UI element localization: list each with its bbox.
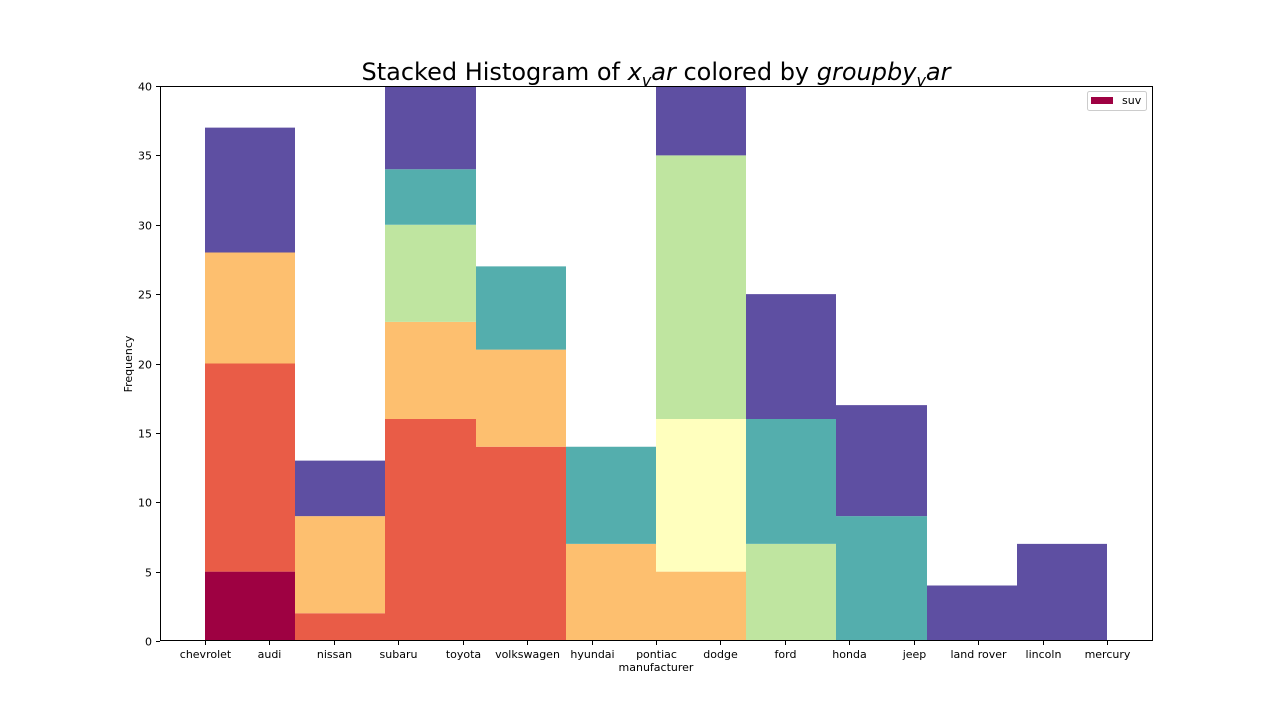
legend: suv: [1088, 92, 1147, 111]
bar-segment-bin3-series2: [476, 350, 566, 447]
x-axis-label: manufacturer: [619, 661, 694, 674]
x-tick-label: subaru: [380, 648, 418, 661]
legend-label-suv: suv: [1122, 94, 1142, 107]
title-x-rest: ar: [651, 58, 678, 86]
x-axis-ticks: chevrolet audi nissan subaru toyota volkswage…: [180, 641, 1131, 661]
bar-segment-bin0-series2: [205, 253, 295, 364]
bar-segment-bin5-series3: [656, 419, 746, 572]
y-tick-label: 25: [138, 289, 152, 302]
bar-segment-bin6-series4: [746, 544, 836, 641]
x-tick-label: audi: [258, 648, 282, 661]
bar-segment-bin2-series4: [385, 225, 476, 322]
x-tick-label: nissan: [317, 648, 352, 661]
x-tick-label: honda: [832, 648, 866, 661]
title-g-main: groupby: [817, 58, 917, 86]
bar-segment-bin2-series5: [385, 169, 476, 225]
y-axis-ticks: 0 5 10 15 20 25 30 35 40: [138, 81, 160, 649]
y-tick-label: 40: [138, 81, 152, 94]
bar-segment-bin7-series5: [836, 516, 927, 641]
title-g-rest: ar: [926, 58, 953, 86]
x-tick-label: pontiac: [636, 648, 677, 661]
x-tick-label: mercury: [1085, 648, 1131, 661]
x-tick-label: chevrolet: [180, 648, 232, 661]
bar-segment-bin6-series6: [746, 294, 836, 419]
bar-segment-bin4-series2: [566, 544, 656, 641]
x-tick-label: lincoln: [1026, 648, 1062, 661]
x-tick-label: ford: [775, 648, 797, 661]
bar-segment-bin8-series6: [927, 586, 1017, 642]
x-tick-label: dodge: [703, 648, 738, 661]
y-tick-label: 35: [138, 150, 152, 163]
y-tick-label: 30: [138, 220, 152, 233]
title-middle: colored by: [676, 58, 817, 86]
y-tick-label: 5: [145, 567, 152, 580]
x-tick-label: hyundai: [570, 648, 614, 661]
title-x-main: x: [627, 58, 643, 86]
bar-segment-bin5-series2: [656, 572, 746, 641]
chart-title: Stacked Histogram of xvar colored by gro…: [362, 58, 953, 90]
bar-segment-bin0-series0: [205, 572, 295, 641]
x-tick-label: land rover: [950, 648, 1007, 661]
bar-segment-bin0-series6: [205, 128, 295, 253]
bar-segment-bin1-series2: [295, 516, 385, 613]
bar-segment-bin1-series1: [295, 613, 385, 641]
y-tick-label: 15: [138, 428, 152, 441]
y-tick-label: 20: [138, 359, 152, 372]
legend-swatch-suv: [1091, 97, 1113, 104]
title-prefix: Stacked Histogram of: [362, 58, 628, 86]
bar-segment-bin9-series6: [1017, 544, 1107, 641]
x-tick-label: volkswagen: [495, 648, 560, 661]
bars-layer: [205, 86, 1107, 641]
bar-segment-bin3-series1: [476, 447, 566, 641]
bar-segment-bin0-series1: [205, 364, 295, 572]
y-tick-label: 0: [145, 636, 152, 649]
bar-segment-bin2-series2: [385, 322, 476, 419]
bar-segment-bin3-series5: [476, 266, 566, 349]
x-tick-label: jeep: [902, 648, 927, 661]
bar-segment-bin5-series4: [656, 155, 746, 419]
bar-segment-bin6-series5: [746, 419, 836, 544]
y-tick-label: 10: [138, 497, 152, 510]
bar-segment-bin2-series1: [385, 419, 476, 641]
bar-segment-bin5-series6: [656, 86, 746, 155]
bar-segment-bin7-series6: [836, 405, 927, 516]
y-axis-label: Frequency: [122, 335, 135, 392]
bar-segment-bin1-series6: [295, 461, 385, 517]
bar-segment-bin2-series6: [385, 86, 476, 169]
bar-segment-bin4-series5: [566, 447, 656, 544]
x-tick-label: toyota: [446, 648, 481, 661]
